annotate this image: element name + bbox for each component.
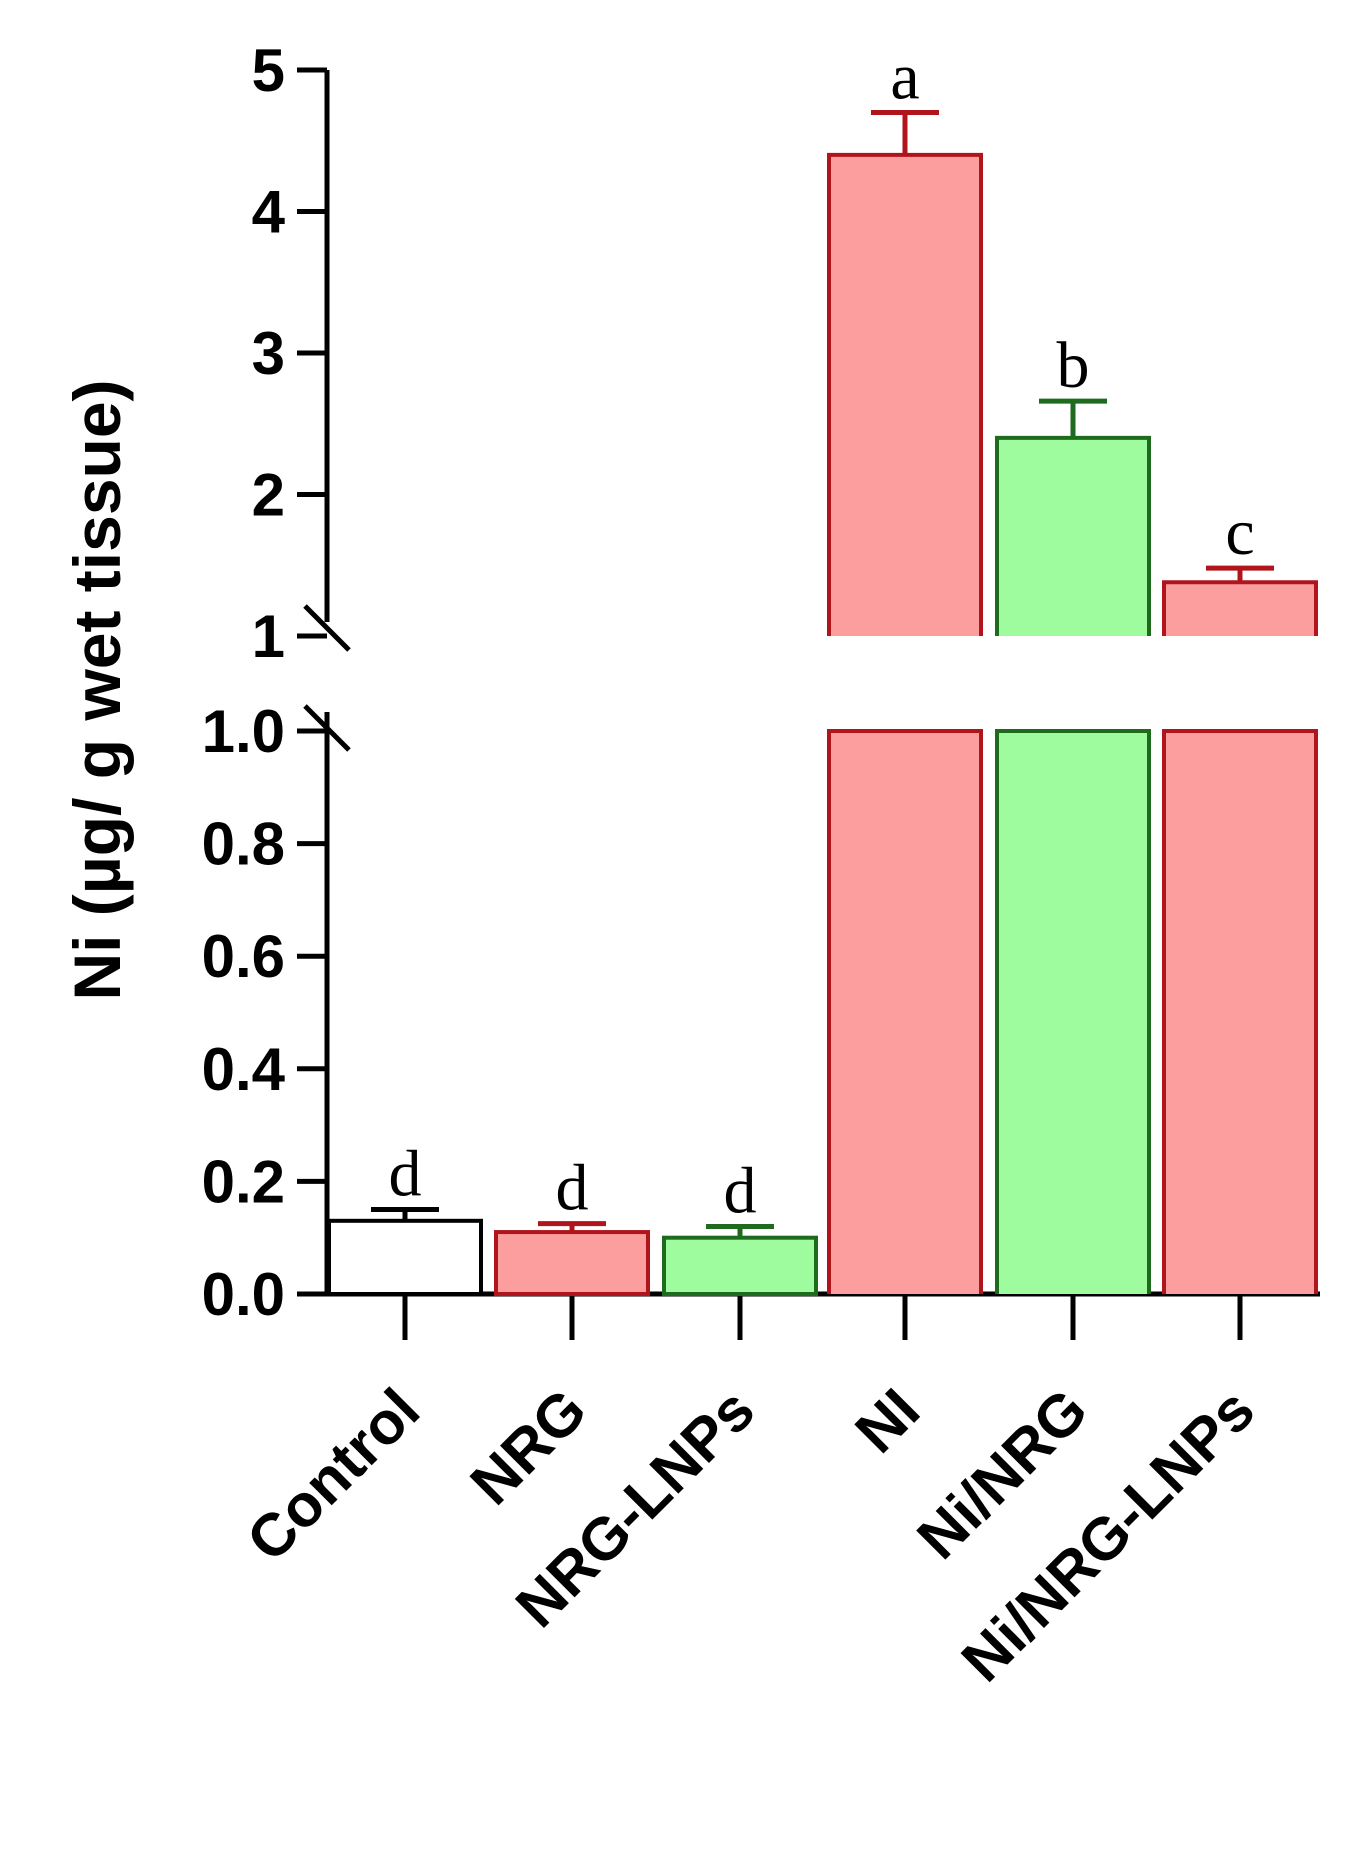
bar-upper-ni <box>827 152 983 636</box>
significance-label: a <box>890 40 919 113</box>
y-tick-label-upper: 5 <box>252 37 285 104</box>
axes: 0.0 0.2 0.4 0.6 0.8 1.0 1 2 3 4 5 <box>202 37 1320 1340</box>
x-tick-label: Control <box>234 1376 432 1574</box>
y-tick-label-lower: 0.4 <box>202 1036 286 1103</box>
significance-label: d <box>724 1154 757 1227</box>
y-tick-label-lower: 0.0 <box>202 1261 285 1328</box>
x-tick-label: NI <box>842 1376 932 1466</box>
axis-break-mark-lower <box>303 704 351 752</box>
significance-label: b <box>1057 329 1090 402</box>
bar-upper-ni-nrg <box>995 435 1151 636</box>
y-axis-title: Ni (µg/ g wet tissue) <box>60 379 134 1000</box>
bar-nrg <box>494 1230 650 1296</box>
y-axis-title-group: Ni (µg/ g wet tissue) <box>60 379 134 1000</box>
y-tick-label-lower: 0.8 <box>202 811 285 878</box>
y-tick-label-upper: 2 <box>252 462 285 529</box>
bar-nrg-lnps <box>662 1235 818 1296</box>
x-tick-label: NRG <box>458 1376 600 1518</box>
bar-lower-ni <box>827 729 983 1294</box>
y-tick-label-upper: 1 <box>252 603 285 670</box>
bar-upper-ni-nrg-lnps <box>1162 580 1318 636</box>
significance-label: d <box>389 1138 422 1211</box>
significance-label: c <box>1225 496 1254 569</box>
bar-control <box>327 1218 483 1297</box>
y-tick-label-upper: 3 <box>252 320 285 387</box>
y-tick-label-lower: 0.2 <box>202 1148 285 1215</box>
bar-lower-ni-nrg-lnps <box>1162 729 1318 1294</box>
axis-break-mark-upper <box>303 604 351 652</box>
y-tick-label-upper: 4 <box>252 179 286 246</box>
y-tick-label-lower: 1.0 <box>202 698 285 765</box>
y-tick-label-lower: 0.6 <box>202 923 285 990</box>
x-tick-label: Ni/NRG-LNPs <box>949 1376 1267 1694</box>
bars <box>327 109 1318 1297</box>
bar-lower-ni-nrg <box>995 729 1151 1294</box>
significance-label: d <box>556 1152 589 1225</box>
